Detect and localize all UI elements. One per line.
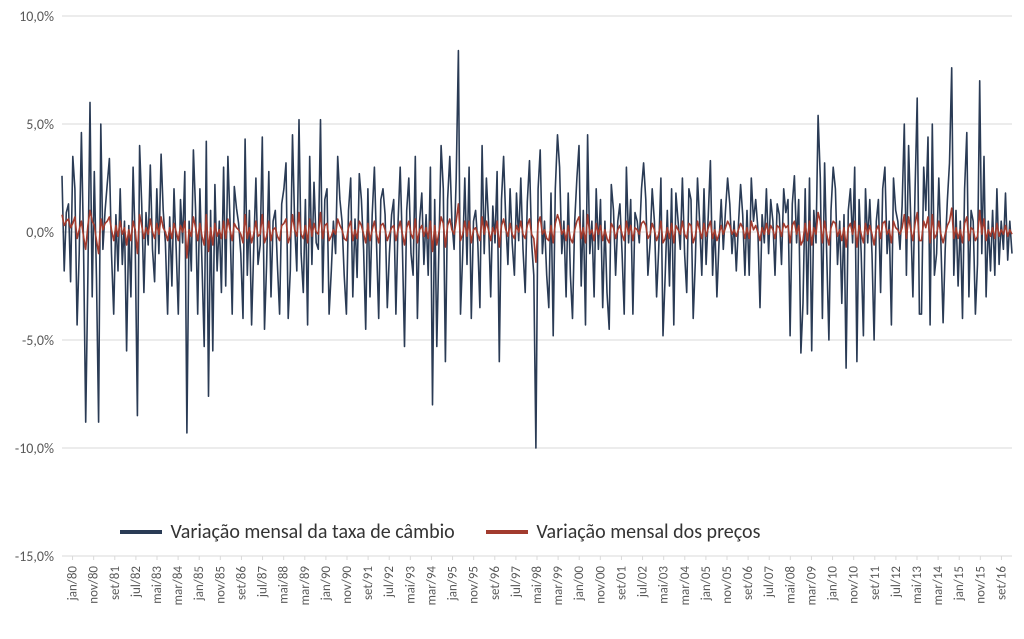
x-axis: jan/80 nov/80 set/81 jul/82 mai/83 mar/84 jan/… bbox=[62, 556, 1012, 605]
x-tick-label: jul/82 bbox=[129, 566, 144, 599]
x-tick-label: nov/80 bbox=[87, 566, 102, 604]
x-tick-label: set/11 bbox=[868, 566, 883, 600]
x-tick-label: set/06 bbox=[741, 566, 756, 600]
legend-label-series2: Variação mensal dos preços bbox=[536, 520, 760, 544]
x-tick-label: jul/97 bbox=[509, 566, 524, 599]
x-tick-label: nov/15 bbox=[973, 566, 988, 604]
x-tick-label: mai/83 bbox=[150, 566, 165, 604]
x-tick-label: jan/85 bbox=[192, 566, 207, 601]
x-tick-label: set/81 bbox=[108, 566, 123, 600]
x-tick-label: jan/15 bbox=[952, 566, 967, 601]
y-tick-label: 5,0% bbox=[26, 116, 54, 133]
x-tick-label: jul/02 bbox=[636, 566, 651, 599]
legend-swatch-series2 bbox=[486, 530, 528, 534]
x-tick-label: nov/10 bbox=[847, 566, 862, 604]
x-tick-label: jan/80 bbox=[66, 566, 81, 602]
x-tick-label: set/86 bbox=[234, 566, 249, 600]
legend-label-series1: Variação mensal da taxa de câmbio bbox=[171, 520, 455, 544]
x-tick-label: set/91 bbox=[361, 566, 376, 600]
x-tick-label: mai/03 bbox=[657, 566, 672, 604]
y-tick-label: -5,0% bbox=[22, 332, 54, 349]
x-tick-label: mai/98 bbox=[530, 566, 545, 604]
x-tick-label: jan/10 bbox=[826, 566, 841, 602]
x-tick-label: mar/94 bbox=[424, 566, 439, 606]
x-tick-label: nov/05 bbox=[720, 566, 735, 604]
chart-container: -15,0% -10,0% -5,0% 0,0% 5,0% 10,0% jan/80 nov/… bbox=[0, 0, 1024, 639]
x-tick-label: nov/90 bbox=[340, 566, 355, 604]
x-tick-label: jul/87 bbox=[256, 566, 271, 599]
x-tick-label: set/01 bbox=[614, 566, 629, 600]
x-tick-label: mar/09 bbox=[804, 566, 819, 606]
y-tick-label: -10,0% bbox=[15, 440, 54, 457]
legend-swatch-series1 bbox=[120, 530, 162, 534]
x-tick-label: jul/92 bbox=[382, 566, 397, 599]
x-tick-label: mar/14 bbox=[931, 566, 946, 606]
x-tick-label: mai/93 bbox=[403, 566, 418, 604]
y-tick-label: 0,0% bbox=[26, 224, 54, 241]
x-tick-label: set/16 bbox=[994, 566, 1009, 600]
x-tick-label: nov/85 bbox=[213, 566, 228, 604]
x-tick-label: jan/90 bbox=[319, 566, 334, 602]
x-tick-label: mar/99 bbox=[551, 566, 566, 606]
x-tick-label: mar/84 bbox=[171, 566, 186, 606]
x-tick-label: jul/12 bbox=[889, 566, 904, 599]
series-group bbox=[62, 51, 1012, 448]
x-tick-label: mar/89 bbox=[298, 566, 313, 606]
x-tick-label: jul/07 bbox=[762, 566, 777, 599]
x-tick-label: jan/05 bbox=[699, 566, 714, 601]
legend: Variação mensal da taxa de câmbio Variaç… bbox=[120, 519, 760, 544]
y-tick-label: -15,0% bbox=[15, 548, 54, 565]
x-tick-label: set/96 bbox=[488, 566, 503, 600]
x-tick-label: jan/00 bbox=[572, 566, 587, 602]
x-tick-label: mai/13 bbox=[910, 566, 925, 604]
x-tick-label: nov/95 bbox=[467, 566, 482, 604]
x-tick-label: mar/04 bbox=[678, 566, 693, 606]
x-tick-label: jan/95 bbox=[446, 566, 461, 601]
x-tick-label: mai/88 bbox=[277, 566, 292, 604]
x-tick-label: mai/08 bbox=[783, 566, 798, 604]
y-tick-label: 10,0% bbox=[19, 8, 54, 25]
x-tick-label: nov/00 bbox=[593, 566, 608, 604]
